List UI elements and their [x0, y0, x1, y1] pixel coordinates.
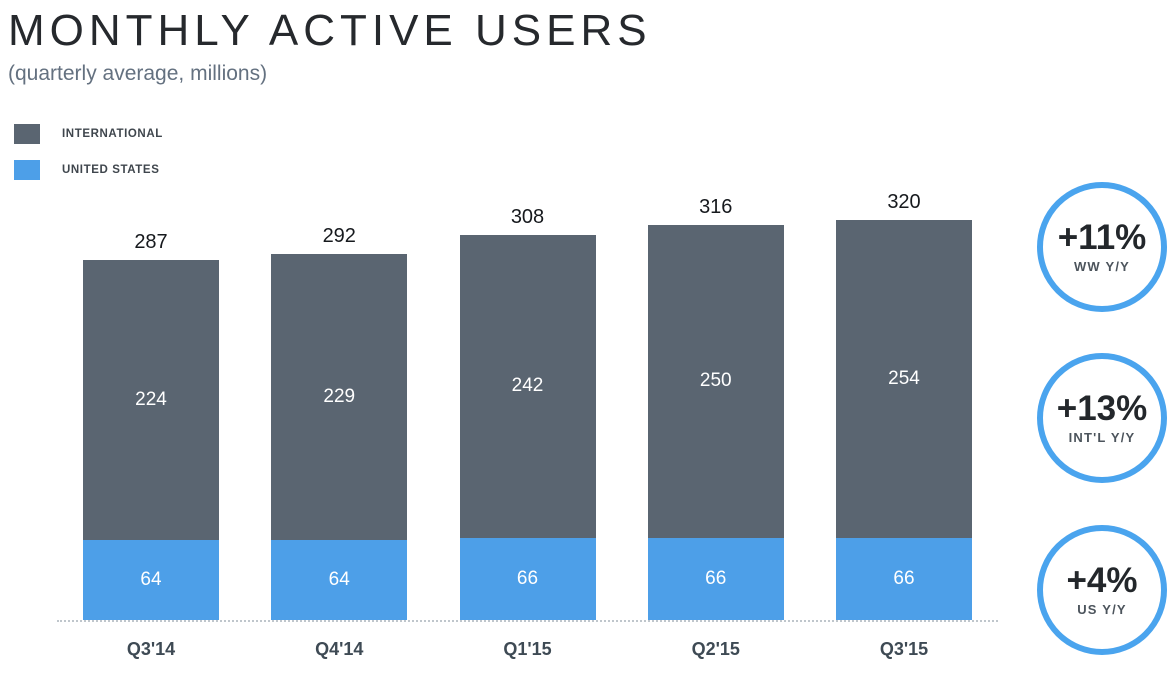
bar-total-label: 316: [699, 196, 733, 218]
segment-value-label-international: 224: [135, 389, 167, 410]
segment-value-label-international: 254: [888, 367, 920, 389]
bar-segment-international: 250: [647, 225, 784, 538]
x-axis-label: Q1'15: [503, 639, 552, 659]
bar-segment-international: 254: [836, 220, 972, 538]
segment-value-label-united-states: 66: [893, 567, 915, 589]
stacked-bar-chart: 287 224 64 Q3'14 292 229 64 Q4'14 308 24…: [57, 190, 998, 659]
bar-segment-united-states: 64: [271, 540, 408, 620]
segment-value-label-united-states: 66: [705, 567, 727, 589]
legend-swatch-united-states: [14, 160, 40, 180]
bar-segment-united-states: 66: [647, 537, 784, 620]
growth-badge-label: INT'L Y/Y: [1068, 430, 1136, 446]
bar-segment-united-states: 66: [459, 537, 596, 620]
page-title: MONTHLY ACTIVE USERS: [8, 6, 652, 55]
bar-column-q315: 320 254 66 Q3'15: [836, 191, 972, 659]
x-axis-label: Q2'15: [691, 639, 740, 659]
segment-value-label-united-states: 66: [516, 567, 539, 589]
bar-column-q115: 308 242 66 Q1'15: [459, 206, 596, 659]
segment-value-label-international: 250: [699, 370, 732, 392]
legend-item-united-states: UNITED STATES: [14, 160, 163, 180]
bar-total-label: 292: [322, 224, 356, 247]
legend-swatch-international: [14, 124, 40, 144]
bar-segment-united-states: 64: [83, 540, 219, 620]
segment-value-label-united-states: 64: [328, 569, 350, 590]
bar-segment-international: 242: [459, 235, 596, 538]
x-axis-label: Q3'15: [879, 639, 929, 659]
growth-badge-label: US Y/Y: [1077, 602, 1127, 618]
bar-column-q414: 292 229 64 Q4'14: [271, 224, 408, 659]
growth-badge-intl-yy: +13% INT'L Y/Y: [1037, 353, 1167, 483]
chart-legend: INTERNATIONAL UNITED STATES: [14, 124, 163, 196]
growth-badge-us-yy: +4% US Y/Y: [1037, 525, 1167, 655]
bar-column-q215: 316 250 66 Q2'15: [647, 196, 784, 659]
page-subtitle: (quarterly average, millions): [8, 62, 268, 85]
segment-value-label-international: 242: [511, 375, 544, 397]
x-axis-label: Q3'14: [126, 639, 176, 659]
growth-badge-label: WW Y/Y: [1073, 259, 1131, 275]
growth-badge-value: +13%: [1056, 388, 1148, 428]
bar-total-label: 308: [510, 206, 545, 228]
legend-label-international: INTERNATIONAL: [62, 128, 163, 140]
bar-total-label: 287: [134, 231, 168, 253]
x-axis-label: Q4'14: [315, 639, 364, 659]
bar-segment-international: 224: [83, 260, 219, 540]
growth-badge-value: +4%: [1066, 560, 1138, 600]
growth-badge-value: +11%: [1057, 217, 1147, 257]
bar-column-q314: 287 224 64 Q3'14: [83, 231, 219, 659]
bar-segment-international: 229: [271, 253, 408, 540]
bar-total-label: 320: [887, 191, 921, 213]
segment-value-label-united-states: 64: [140, 569, 162, 590]
segment-value-label-international: 229: [323, 385, 356, 407]
growth-badge-ww-yy: +11% WW Y/Y: [1037, 182, 1167, 312]
legend-item-international: INTERNATIONAL: [14, 124, 163, 144]
legend-label-united-states: UNITED STATES: [62, 164, 160, 176]
bar-segment-united-states: 66: [836, 537, 972, 620]
